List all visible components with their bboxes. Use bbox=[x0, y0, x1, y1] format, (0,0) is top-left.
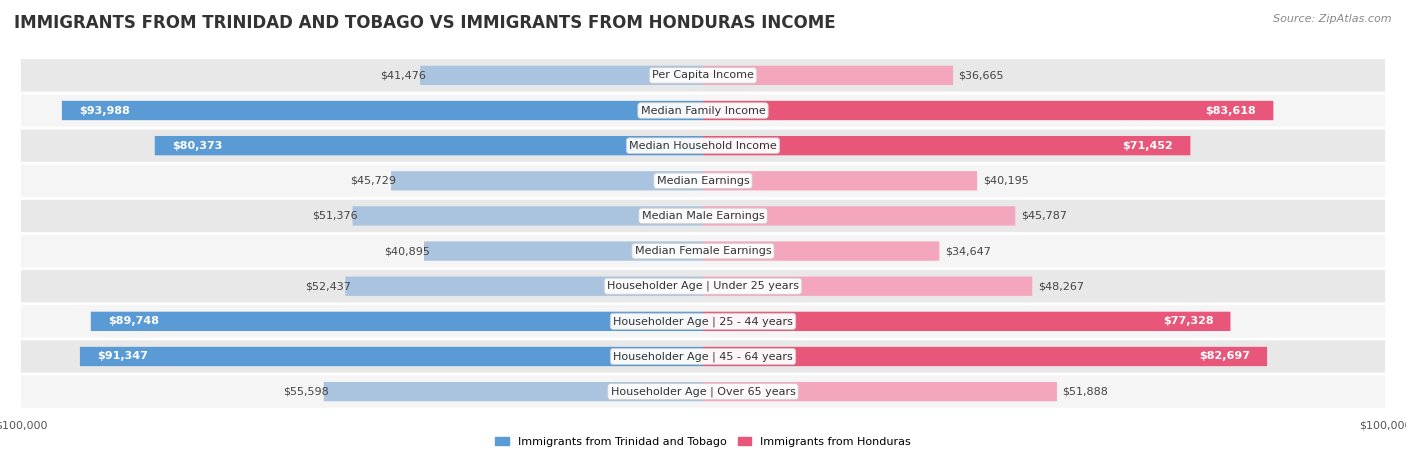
FancyBboxPatch shape bbox=[353, 206, 703, 226]
FancyBboxPatch shape bbox=[703, 311, 1230, 331]
Text: Per Capita Income: Per Capita Income bbox=[652, 71, 754, 80]
FancyBboxPatch shape bbox=[703, 66, 953, 85]
Text: $45,787: $45,787 bbox=[1021, 211, 1067, 221]
FancyBboxPatch shape bbox=[703, 171, 977, 191]
Text: $48,267: $48,267 bbox=[1038, 281, 1084, 291]
FancyBboxPatch shape bbox=[420, 66, 703, 85]
FancyBboxPatch shape bbox=[80, 347, 703, 366]
FancyBboxPatch shape bbox=[21, 59, 1385, 92]
Text: Householder Age | 45 - 64 years: Householder Age | 45 - 64 years bbox=[613, 351, 793, 362]
FancyBboxPatch shape bbox=[703, 101, 1274, 120]
FancyBboxPatch shape bbox=[703, 276, 1032, 296]
Text: $77,328: $77,328 bbox=[1163, 316, 1213, 326]
Text: Median Earnings: Median Earnings bbox=[657, 176, 749, 186]
Text: $41,476: $41,476 bbox=[380, 71, 426, 80]
FancyBboxPatch shape bbox=[391, 171, 703, 191]
Text: $40,195: $40,195 bbox=[983, 176, 1028, 186]
FancyBboxPatch shape bbox=[323, 382, 703, 401]
Text: $71,452: $71,452 bbox=[1122, 141, 1174, 151]
FancyBboxPatch shape bbox=[21, 165, 1385, 197]
Text: Median Family Income: Median Family Income bbox=[641, 106, 765, 115]
Text: $82,697: $82,697 bbox=[1199, 352, 1250, 361]
Text: $91,347: $91,347 bbox=[97, 352, 148, 361]
FancyBboxPatch shape bbox=[21, 94, 1385, 127]
FancyBboxPatch shape bbox=[21, 270, 1385, 302]
Text: $45,729: $45,729 bbox=[350, 176, 396, 186]
Text: Householder Age | Under 25 years: Householder Age | Under 25 years bbox=[607, 281, 799, 291]
FancyBboxPatch shape bbox=[21, 200, 1385, 232]
Text: $34,647: $34,647 bbox=[945, 246, 991, 256]
FancyBboxPatch shape bbox=[155, 136, 703, 156]
FancyBboxPatch shape bbox=[703, 347, 1267, 366]
FancyBboxPatch shape bbox=[21, 340, 1385, 373]
Text: Source: ZipAtlas.com: Source: ZipAtlas.com bbox=[1274, 14, 1392, 24]
Text: $40,895: $40,895 bbox=[384, 246, 429, 256]
Text: Householder Age | Over 65 years: Householder Age | Over 65 years bbox=[610, 386, 796, 397]
Legend: Immigrants from Trinidad and Tobago, Immigrants from Honduras: Immigrants from Trinidad and Tobago, Imm… bbox=[491, 432, 915, 452]
FancyBboxPatch shape bbox=[703, 241, 939, 261]
Text: $51,888: $51,888 bbox=[1063, 387, 1108, 396]
FancyBboxPatch shape bbox=[21, 235, 1385, 267]
Text: $89,748: $89,748 bbox=[108, 316, 159, 326]
Text: $93,988: $93,988 bbox=[79, 106, 129, 115]
FancyBboxPatch shape bbox=[21, 305, 1385, 338]
FancyBboxPatch shape bbox=[703, 136, 1191, 156]
Text: Median Household Income: Median Household Income bbox=[628, 141, 778, 151]
Text: Median Female Earnings: Median Female Earnings bbox=[634, 246, 772, 256]
FancyBboxPatch shape bbox=[21, 129, 1385, 162]
Text: $83,618: $83,618 bbox=[1205, 106, 1257, 115]
Text: IMMIGRANTS FROM TRINIDAD AND TOBAGO VS IMMIGRANTS FROM HONDURAS INCOME: IMMIGRANTS FROM TRINIDAD AND TOBAGO VS I… bbox=[14, 14, 835, 32]
Text: Median Male Earnings: Median Male Earnings bbox=[641, 211, 765, 221]
Text: $80,373: $80,373 bbox=[172, 141, 222, 151]
Text: $36,665: $36,665 bbox=[959, 71, 1004, 80]
Text: $52,437: $52,437 bbox=[305, 281, 350, 291]
FancyBboxPatch shape bbox=[91, 311, 703, 331]
Text: $51,376: $51,376 bbox=[312, 211, 359, 221]
FancyBboxPatch shape bbox=[425, 241, 703, 261]
FancyBboxPatch shape bbox=[21, 375, 1385, 408]
Text: $55,598: $55,598 bbox=[284, 387, 329, 396]
FancyBboxPatch shape bbox=[703, 382, 1057, 401]
FancyBboxPatch shape bbox=[703, 206, 1015, 226]
FancyBboxPatch shape bbox=[346, 276, 703, 296]
Text: Householder Age | 25 - 44 years: Householder Age | 25 - 44 years bbox=[613, 316, 793, 326]
FancyBboxPatch shape bbox=[62, 101, 703, 120]
